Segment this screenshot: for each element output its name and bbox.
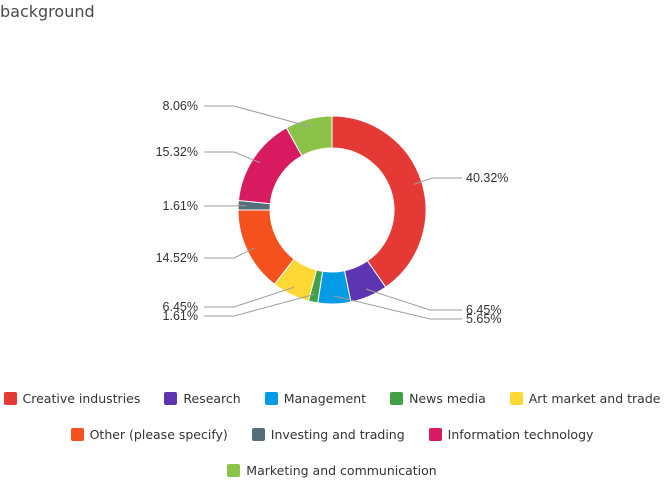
legend-swatch [428, 428, 442, 441]
legend-swatch [509, 392, 523, 405]
donut-slice[interactable] [331, 115, 427, 288]
legend-label: Management [283, 391, 367, 406]
donut-slice[interactable] [285, 115, 333, 157]
legend-item[interactable]: Information technology [428, 427, 594, 442]
legend-row-3: Marketing and communication [0, 463, 664, 478]
legend-swatch [251, 428, 265, 441]
chart-title: background [0, 2, 95, 21]
legend-label: Research [183, 391, 241, 406]
legend-swatch [164, 392, 178, 405]
leader-line [413, 177, 462, 185]
data-label: 1.61% [163, 309, 198, 323]
leader-line [204, 286, 295, 308]
legend-item[interactable]: Research [164, 391, 241, 406]
legend-swatch [390, 392, 404, 405]
leader-line [204, 105, 311, 128]
data-label: 8.06% [163, 99, 198, 113]
leader-line [334, 295, 462, 320]
leader-line [365, 288, 462, 311]
legend-label: News media [409, 391, 486, 406]
legend-swatch [3, 392, 17, 405]
legend-label: Art market and trade [528, 391, 661, 406]
legend-item[interactable]: Management [264, 391, 367, 406]
legend-swatch [70, 428, 84, 441]
leader-line [204, 293, 315, 317]
data-label: 14.52% [156, 251, 198, 265]
data-label: 5.65% [466, 312, 501, 326]
data-label: 6.45% [466, 303, 501, 317]
data-label: 6.45% [163, 300, 198, 314]
legend-row-2: Other (please specify) Investing and trad… [0, 427, 664, 442]
leader-line [204, 151, 261, 164]
data-label: 1.61% [163, 199, 198, 213]
legend-label: Other (please specify) [89, 427, 228, 442]
donut-chart: 40.32%6.45%5.65%1.61%6.45%14.52%1.61%15.… [156, 99, 509, 326]
legend-row-1: Creative industries Research Management New… [0, 391, 664, 406]
legend-item[interactable]: Investing and trading [251, 427, 405, 442]
legend-label: Information technology [447, 427, 594, 442]
legend-item[interactable]: Creative industries [3, 391, 141, 406]
legend-item[interactable]: Art market and trade [509, 391, 661, 406]
leader-line [204, 247, 255, 259]
legend-item[interactable]: Other (please specify) [70, 427, 228, 442]
legend-label: Marketing and communication [246, 463, 437, 478]
data-label: 15.32% [156, 145, 198, 159]
legend-swatch [227, 464, 241, 477]
legend-swatch [264, 392, 278, 405]
data-label: 40.32% [466, 171, 508, 185]
legend-item[interactable]: Marketing and communication [227, 463, 437, 478]
legend-label: Investing and trading [270, 427, 405, 442]
legend-item[interactable]: News media [390, 391, 486, 406]
legend-label: Creative industries [22, 391, 141, 406]
